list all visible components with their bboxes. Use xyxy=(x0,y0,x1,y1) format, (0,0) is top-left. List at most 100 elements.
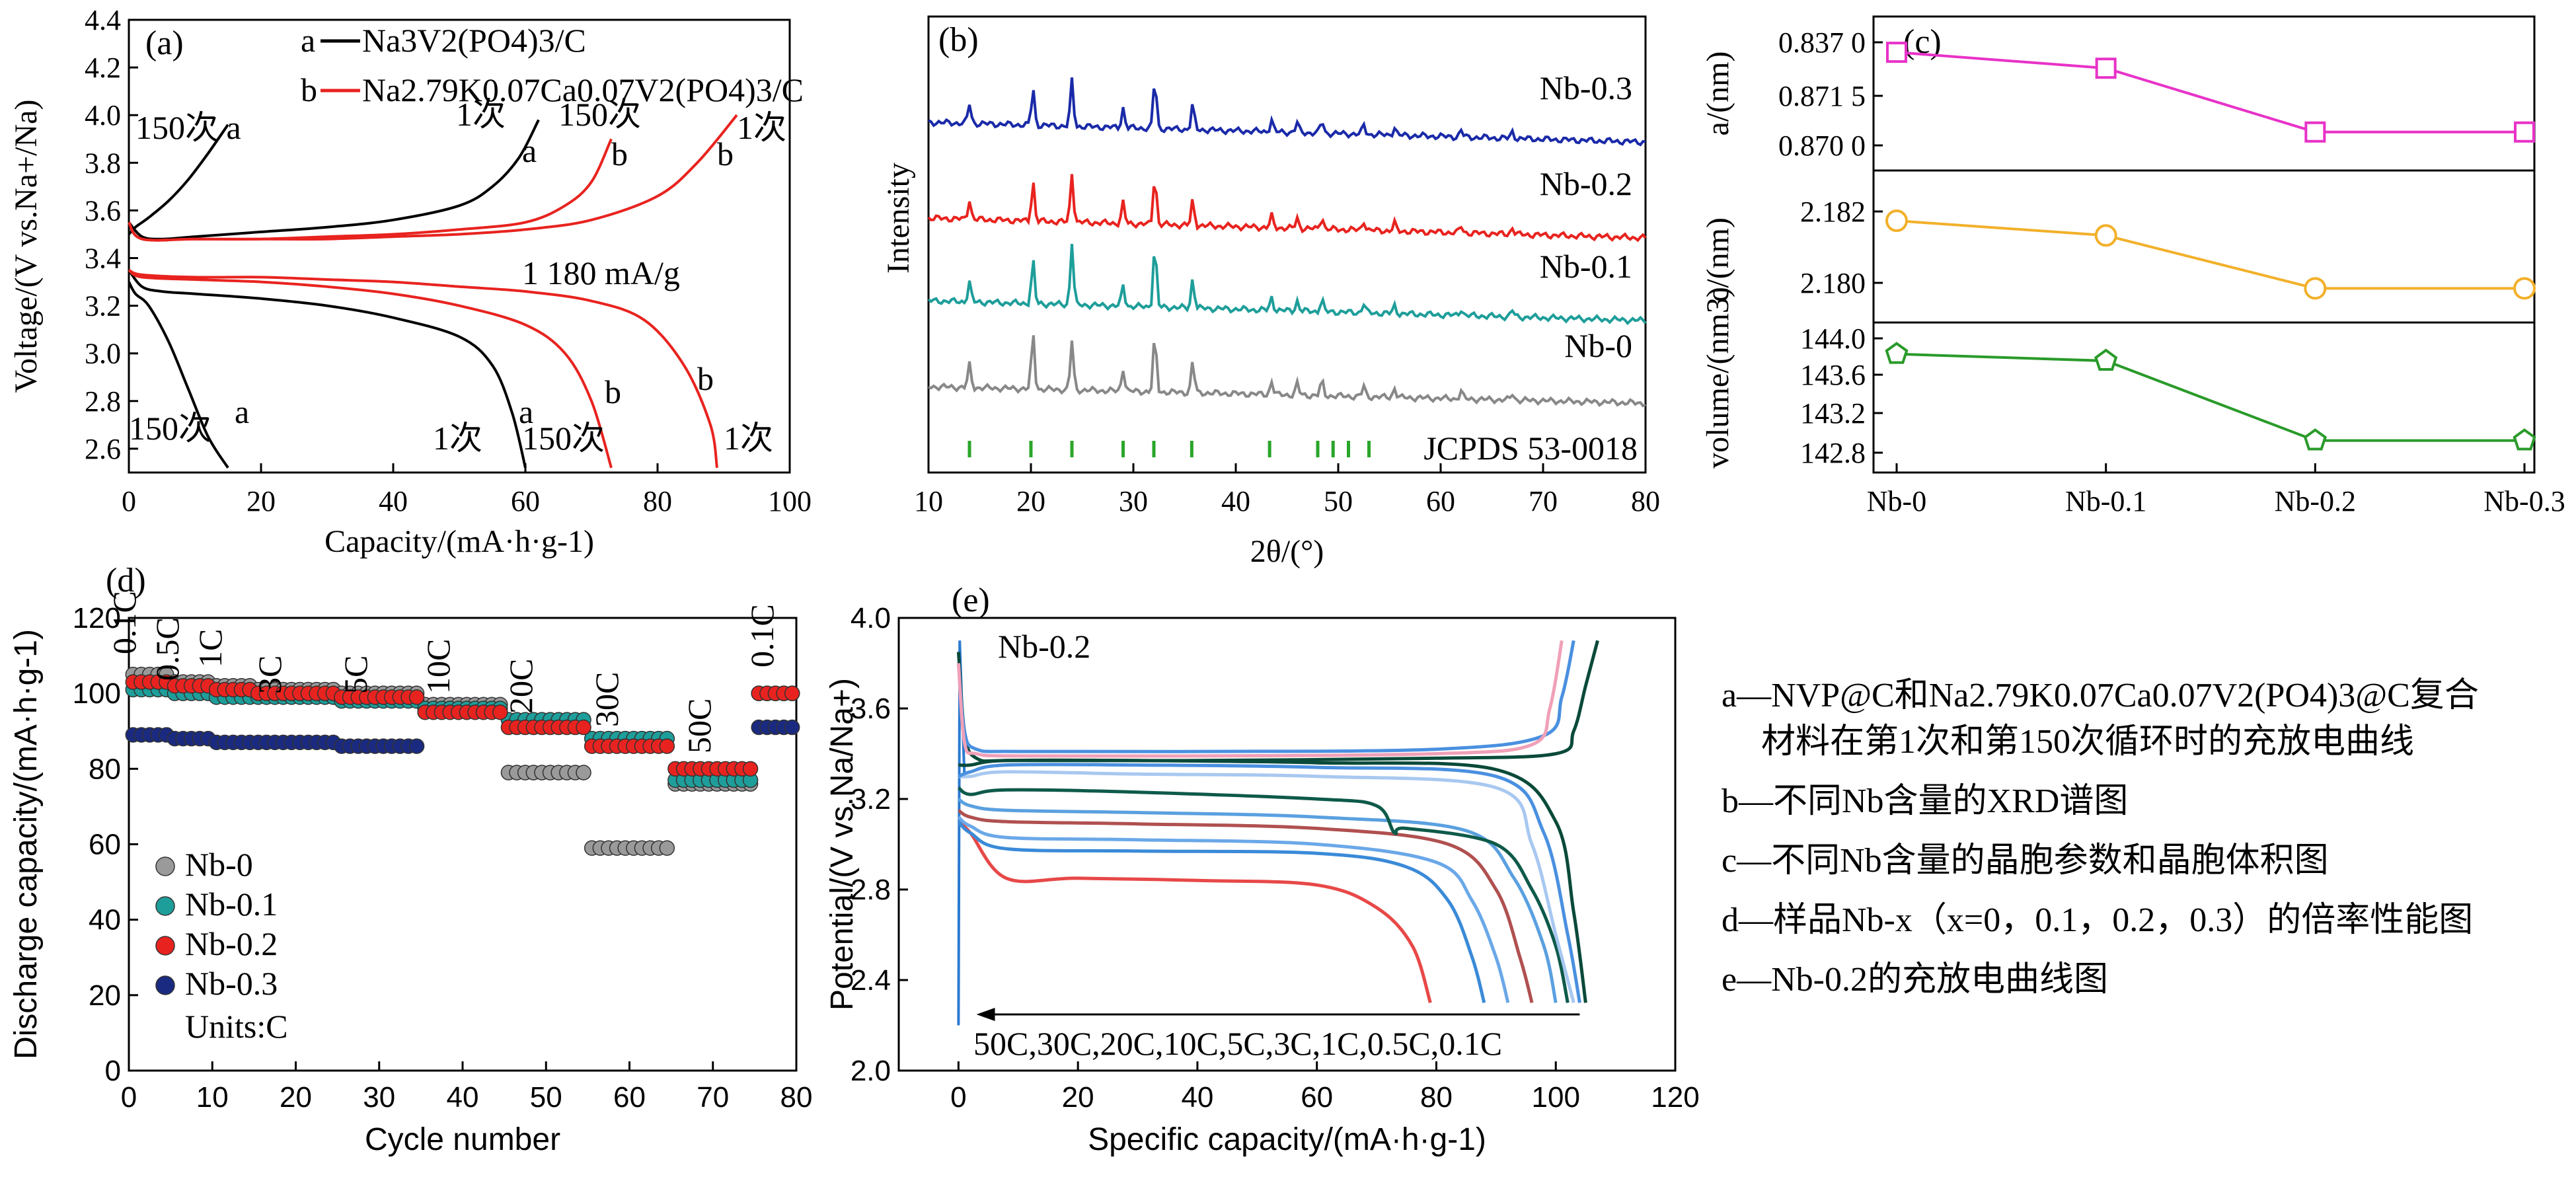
figure-note-a-cont: 材料在第1次和第150次循环时的充放电曲线 xyxy=(1761,723,2415,761)
b-xtick-label: 80 xyxy=(1631,485,1660,517)
e-xtick-label: 0 xyxy=(950,1081,966,1114)
a-ytick-label: 3.0 xyxy=(85,338,121,370)
c-marker-square xyxy=(2304,121,2326,143)
d-rate-label: 5C xyxy=(337,656,374,694)
a-ytick-label: 4.4 xyxy=(85,4,121,36)
c-ytick-label: 144.0 xyxy=(1800,323,1866,355)
d-xtick-label: 40 xyxy=(447,1081,479,1114)
d-xtick-label: 30 xyxy=(363,1081,395,1114)
a-panel-letter: (a) xyxy=(145,24,184,62)
figure-note-d: d—样品Nb-x（x=0，0.1，0.2，0.3）的倍率性能图 xyxy=(1722,901,2474,939)
e-xtick-label: 100 xyxy=(1532,1081,1580,1114)
b-xtick-label: 30 xyxy=(1119,485,1148,517)
d-legend-label: Nb-0 xyxy=(185,846,253,883)
panel-a-frame xyxy=(128,19,791,474)
a-annotation: b xyxy=(605,373,621,410)
e-curve-charge-0.5C xyxy=(956,640,1575,753)
d-xtick-label: 10 xyxy=(196,1081,229,1114)
b-series-label: Nb-0.3 xyxy=(1540,69,1632,106)
d-marker-Nb-0.2 xyxy=(492,704,508,720)
e-ytick-label: 3.6 xyxy=(851,693,891,725)
d-marker-Nb-0 xyxy=(576,765,591,780)
c-series-line xyxy=(1896,219,2524,290)
a-annotation: 150次 xyxy=(129,410,211,447)
a-series-a-charge xyxy=(128,124,229,235)
e-title: Nb-0.2 xyxy=(998,628,1090,665)
c-ytick-label: 142.8 xyxy=(1800,437,1866,469)
a-legend-label: Na3V2(PO4)3/C xyxy=(362,22,586,59)
a-ytick-label: 2.8 xyxy=(85,385,121,418)
b-xtick-label: 60 xyxy=(1426,485,1455,517)
d-marker-Nb-0 xyxy=(659,840,675,856)
chart-panel-c: (c)Nb-0 Nb-0.1 Nb-0.2 Nb-0.30.837 00.871 50… xyxy=(1700,15,2565,517)
d-ytick-label: 40 xyxy=(89,904,121,936)
e-xtick-label: 60 xyxy=(1301,1081,1333,1114)
d-panel-letter: (d) xyxy=(106,562,146,599)
c-marker-circle xyxy=(1885,209,1908,233)
c-marker-pentagon xyxy=(1885,342,1909,364)
figure-note-e: e—Nb-0.2的充放电曲线图 xyxy=(1722,961,2108,999)
d-legend-label: Nb-0.3 xyxy=(185,965,278,1002)
a-series-b-charge xyxy=(128,114,738,242)
d-xtick-label: 60 xyxy=(613,1081,646,1114)
a-series-b-discharge xyxy=(128,268,613,469)
e-rate-label: 50C,30C,20C,10C,5C,3C,1C,0.5C,0.1C xyxy=(973,1025,1502,1062)
chart-panel-b: 10 20 30 40 50 60 70 80 2θ/(°) Intensity (b) Nb-0.3… xyxy=(881,15,1660,569)
a-annotation: b xyxy=(611,135,628,172)
d-marker-Nb-0.2 xyxy=(784,685,800,701)
a-xtick-label: 0 xyxy=(122,485,136,517)
b-panel-letter: (b) xyxy=(938,21,979,59)
panel-c-frame xyxy=(1872,15,2536,474)
b-yaxis-label: Intensity xyxy=(881,163,916,274)
c-category-label: Nb-0.3 xyxy=(2483,485,2565,517)
d-rate-label: 3C xyxy=(251,656,288,694)
a-xtick-label: 40 xyxy=(379,485,408,517)
c-ytick-label: 143.6 xyxy=(1800,359,1866,391)
e-curve-1C xyxy=(958,770,1575,1003)
d-xtick-label: 70 xyxy=(697,1081,729,1114)
a-series-b-discharge xyxy=(128,268,718,469)
a-xtick-label: 60 xyxy=(511,485,540,517)
d-legend-label: Nb-0.2 xyxy=(185,925,278,962)
a-annotation: 1次 xyxy=(724,420,773,457)
d-yaxis-label: Discharge capacity/(mA·h·g-1) xyxy=(9,629,44,1059)
chart-panel-e: 0 20 40 60 80 100 120 2.0 2.4 2.8 3.2 3.6 4.0 Specifi… xyxy=(825,582,1700,1157)
d-ytick-label: 20 xyxy=(89,979,121,1012)
a-annotation: 1次 xyxy=(456,96,506,133)
d-ytick-label: 80 xyxy=(89,753,121,785)
e-curve-charge-1C xyxy=(956,640,1564,758)
d-legend-label: Nb-0.1 xyxy=(185,886,278,923)
c-series-line xyxy=(1896,352,2524,442)
b-series-label: Nb-0.1 xyxy=(1540,248,1632,285)
a-annotation: 150次 xyxy=(522,420,605,457)
b-xtick-label: 40 xyxy=(1221,485,1250,517)
e-curve-charge-0.1C xyxy=(956,640,1599,763)
c-ytick-label: 2.182 xyxy=(1800,196,1866,228)
b-xtick-label: 50 xyxy=(1324,485,1353,517)
a-yaxis-label: Voltage/(V vs.Na+/Na) xyxy=(9,100,44,393)
c-yaxis-label-c: c/(nm) xyxy=(1700,217,1735,302)
chart-panel-a: 0 20 40 60 80 100 2.6 2.8 3.0 3.2 3.4 3.6 3.8 4.0 4.2 4… xyxy=(9,4,812,559)
d-xtick-label: 80 xyxy=(780,1081,813,1114)
d-rate-label: 0.5C xyxy=(149,617,186,681)
e-curve-30C xyxy=(957,820,1486,1003)
d-ytick-label: 100 xyxy=(73,677,121,710)
b-xtick-label: 20 xyxy=(1016,485,1045,517)
e-curve-3C xyxy=(957,786,1570,1003)
c-ytick-label: 143.2 xyxy=(1800,397,1866,430)
c-marker-square xyxy=(1886,42,1907,63)
c-ytick-label: 2.180 xyxy=(1800,267,1866,299)
b-xtick-label: 10 xyxy=(914,485,943,517)
panel-b-frame xyxy=(927,15,1647,474)
e-curve-50C xyxy=(957,820,1432,1004)
chart-panel-d: 0 10 20 30 40 50 60 70 80 0 20 40 60 80 100 120 Cycle nu… xyxy=(9,562,812,1157)
d-rate-label: 1C xyxy=(192,629,229,667)
d-rate-label: 20C xyxy=(502,659,539,714)
d-rate-label: 10C xyxy=(420,639,457,694)
e-curve-5C xyxy=(957,797,1558,1003)
c-marker-pentagon xyxy=(2513,428,2536,451)
c-marker-circle xyxy=(2094,224,2117,247)
d-legend-marker xyxy=(155,856,175,876)
a-xtick-label: 20 xyxy=(246,485,276,517)
